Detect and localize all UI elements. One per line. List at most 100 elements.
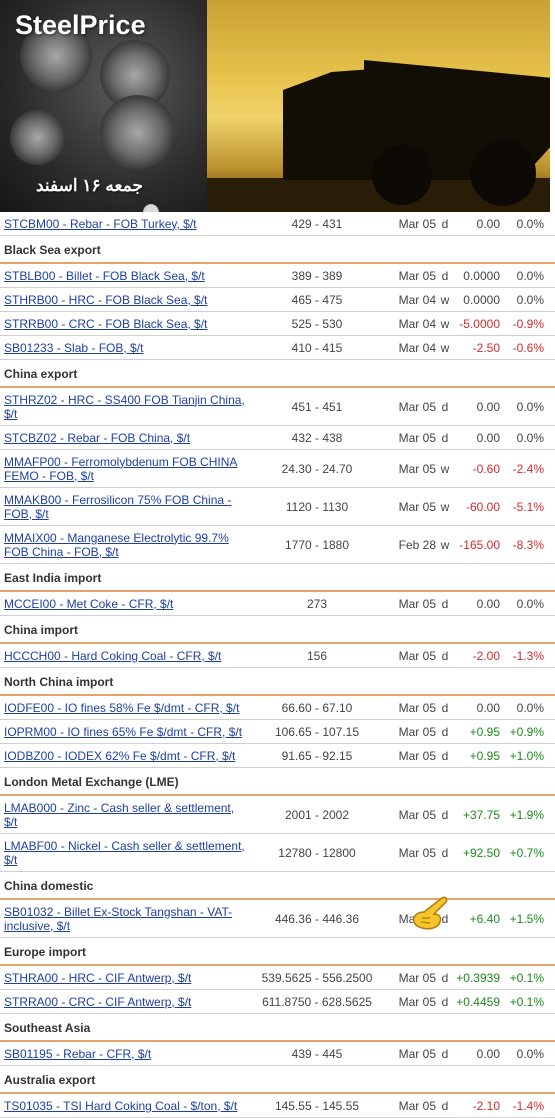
product-link[interactable]: IOPRM00 - IO fines 65% Fe $/dmt - CFR, $… xyxy=(4,724,243,739)
percent-change: +1.0% xyxy=(509,748,544,763)
product-link[interactable]: MMAIX00 - Manganese Electrolytic 99.7% F… xyxy=(4,530,229,559)
price-change: 0.00 xyxy=(476,596,500,611)
product-name-cell: SB01233 - Slab - FOB, $/t xyxy=(0,341,250,355)
percent-change: -1.3% xyxy=(512,648,544,663)
price-change: -2.00 xyxy=(472,648,500,663)
table-row: TS01035 - TSI Hard Coking Coal - $/ton, … xyxy=(0,1094,555,1118)
product-link[interactable]: STHRZ02 - HRC - SS400 FOB Tianjin China,… xyxy=(4,392,245,421)
product-link[interactable]: STHRA00 - HRC - CIF Antwerp, $/t xyxy=(4,970,192,985)
price-range: 156 xyxy=(306,648,328,663)
product-name-cell: STRRB00 - CRC - FOB Black Sea, $/t xyxy=(0,317,250,331)
product-link[interactable]: SB01233 - Slab - FOB, $/t xyxy=(4,340,144,355)
price-change: -5.0000 xyxy=(459,316,500,331)
product-name-cell: MMAFP00 - Ferromolybdenum FOB CHINA FEMO… xyxy=(0,455,250,483)
product-link[interactable]: STHRB00 - HRC - FOB Black Sea, $/t xyxy=(4,292,208,307)
product-link[interactable]: MCCEI00 - Met Coke - CFR, $/t xyxy=(4,596,174,611)
price-date: Mar 05 xyxy=(398,216,436,231)
product-link[interactable]: HCCCH00 - Hard Coking Coal - CFR, $/t xyxy=(4,648,222,663)
price-date: Mar 05 xyxy=(398,268,436,283)
percent-change: 0.0% xyxy=(516,268,544,283)
price-change: 0.00 xyxy=(476,1046,500,1061)
price-date: Mar 05 xyxy=(398,748,436,763)
frequency: d xyxy=(441,216,449,231)
price-date: Mar 05 xyxy=(398,970,436,985)
product-name-cell: HCCCH00 - Hard Coking Coal - CFR, $/t xyxy=(0,649,250,663)
price-range: 145.55 - 145.55 xyxy=(274,1098,360,1113)
product-link[interactable]: STCBZ02 - Rebar - FOB China, $/t xyxy=(4,430,191,445)
brand-title: SteelPrice xyxy=(15,10,146,40)
price-change: +0.3939 xyxy=(456,970,500,985)
price-range: 446.36 - 446.36 xyxy=(274,911,360,926)
price-range: 2001 - 2002 xyxy=(284,807,350,822)
section-header: London Metal Exchange (LME) xyxy=(0,768,555,796)
price-change: 0.00 xyxy=(476,216,500,231)
percent-change: 0.0% xyxy=(516,1046,544,1061)
price-range: 1120 - 1130 xyxy=(285,499,349,514)
price-change: 0.00 xyxy=(476,399,500,414)
price-date: Mar 05 xyxy=(398,994,436,1009)
price-date: Mar 04 xyxy=(398,292,436,307)
table-row: IODBZ00 - IODEX 62% Fe $/dmt - CFR, $/t 9… xyxy=(0,744,555,768)
price-range: 611.8750 - 628.5625 xyxy=(262,994,372,1009)
price-table: STCBM00 - Rebar - FOB Turkey, $/t 429 - 4… xyxy=(0,212,555,1118)
price-date: Mar 05 xyxy=(398,845,436,860)
section-header: North China import xyxy=(0,668,555,696)
table-row: STHRB00 - HRC - FOB Black Sea, $/t 465 - … xyxy=(0,288,555,312)
price-date: Mar 05 xyxy=(398,1046,436,1061)
table-row: MCCEI00 - Met Coke - CFR, $/t 273 Mar 05 d 0… xyxy=(0,592,555,616)
price-range: 66.60 - 67.10 xyxy=(281,700,353,715)
product-link[interactable]: LMABF00 - Nickel - Cash seller & settlem… xyxy=(4,838,245,867)
product-name-cell: STHRA00 - HRC - CIF Antwerp, $/t xyxy=(0,971,250,985)
price-date: Mar 05 xyxy=(398,724,436,739)
percent-change: -5.1% xyxy=(512,499,544,514)
price-date: Mar 05 xyxy=(398,399,436,414)
frequency: d xyxy=(441,1098,449,1113)
percent-change: +0.9% xyxy=(509,724,544,739)
virus-photo xyxy=(0,0,207,212)
frequency: d xyxy=(441,399,449,414)
frequency: d xyxy=(441,648,449,663)
frequency: w xyxy=(440,461,450,476)
section-header: Australia export xyxy=(0,1066,555,1094)
section-header: Southeast Asia xyxy=(0,1014,555,1042)
frequency: w xyxy=(440,292,450,307)
price-range: 432 - 438 xyxy=(291,430,343,445)
product-link[interactable]: TS01035 - TSI Hard Coking Coal - $/ton, … xyxy=(4,1098,238,1113)
product-name-cell: LMAB000 - Zinc - Cash seller & settlemen… xyxy=(0,801,250,829)
product-link[interactable]: STBLB00 - Billet - FOB Black Sea, $/t xyxy=(4,268,205,283)
frequency: w xyxy=(440,340,450,355)
frequency: w xyxy=(440,537,450,552)
product-name-cell: STHRZ02 - HRC - SS400 FOB Tianjin China,… xyxy=(0,393,250,421)
product-link[interactable]: IODBZ00 - IODEX 62% Fe $/dmt - CFR, $/t xyxy=(4,748,236,763)
frequency: d xyxy=(441,1046,449,1061)
persian-date: جمعه ۱۶ اسفند xyxy=(36,176,143,195)
percent-change: +1.5% xyxy=(509,911,544,926)
frequency: d xyxy=(441,596,449,611)
product-link[interactable]: MMAFP00 - Ferromolybdenum FOB CHINA FEMO… xyxy=(4,454,238,483)
price-date: Mar 04 xyxy=(398,340,436,355)
price-date: Mar 05 xyxy=(398,700,436,715)
product-name-cell: LMABF00 - Nickel - Cash seller & settlem… xyxy=(0,839,250,867)
product-link[interactable]: SB01032 - Billet Ex-Stock Tangshan - VAT… xyxy=(4,904,233,933)
price-range: 525 - 530 xyxy=(291,316,343,331)
price-date: Mar 05 xyxy=(398,499,436,514)
product-link[interactable]: STCBM00 - Rebar - FOB Turkey, $/t xyxy=(4,216,197,231)
price-date: Mar 04 xyxy=(398,316,436,331)
percent-change: +1.9% xyxy=(509,807,544,822)
price-change: +0.4459 xyxy=(456,994,500,1009)
product-link[interactable]: STRRA00 - CRC - CIF Antwerp, $/t xyxy=(4,994,192,1009)
product-name-cell: MMAKB00 - Ferrosilicon 75% FOB China - F… xyxy=(0,493,250,521)
table-row: HCCCH00 - Hard Coking Coal - CFR, $/t 156… xyxy=(0,644,555,668)
product-name-cell: SB01195 - Rebar - CFR, $/t xyxy=(0,1047,250,1061)
section-header: Black Sea export xyxy=(0,236,555,264)
product-link[interactable]: IODFE00 - IO fines 58% Fe $/dmt - CFR, $… xyxy=(4,700,240,715)
percent-change: 0.0% xyxy=(516,399,544,414)
price-range: 410 - 415 xyxy=(291,340,343,355)
product-link[interactable]: LMAB000 - Zinc - Cash seller & settlemen… xyxy=(4,800,235,829)
product-link[interactable]: MMAKB00 - Ferrosilicon 75% FOB China - F… xyxy=(4,492,232,521)
price-range: 539.5625 - 556.2500 xyxy=(261,970,373,985)
price-date: Mar 05 xyxy=(398,807,436,822)
price-change: +6.40 xyxy=(469,911,500,926)
product-link[interactable]: STRRB00 - CRC - FOB Black Sea, $/t xyxy=(4,316,208,331)
product-link[interactable]: SB01195 - Rebar - CFR, $/t xyxy=(4,1046,152,1061)
